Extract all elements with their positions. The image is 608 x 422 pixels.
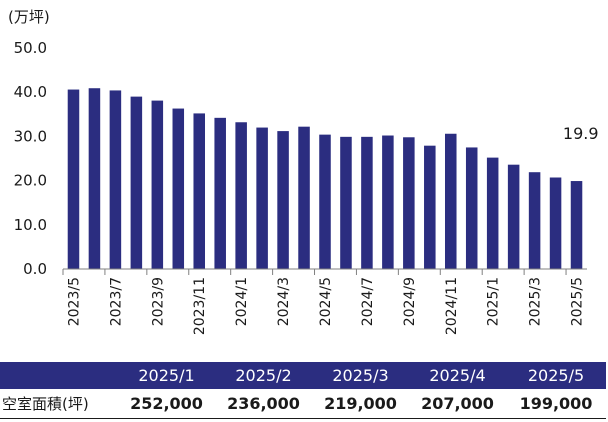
y-tick-label: 20.0 — [14, 172, 47, 190]
bar — [298, 126, 310, 270]
table-month-header: 2025/5 — [506, 362, 606, 389]
bar — [256, 127, 268, 269]
bar — [424, 145, 436, 269]
vacancy-area-table: 2025/1 2025/2 2025/3 2025/4 2025/5 空室面積(… — [0, 362, 606, 419]
vacancy-area-bar-chart: (万坪) 0.010.020.030.040.050.0 2023/5 2023/… — [8, 8, 599, 335]
table-value-cell: 199,000 — [506, 389, 606, 419]
bar — [507, 164, 520, 269]
bar — [193, 113, 206, 269]
bar — [570, 181, 583, 269]
x-tick-label: 2025/3 — [528, 277, 544, 326]
data-labels: 19.9 — [563, 124, 599, 143]
bar — [361, 136, 373, 269]
x-tick-label: 2024/5 — [318, 277, 334, 326]
table-value-cell: 252,000 — [118, 389, 215, 419]
x-axis — [62, 268, 587, 275]
bar — [67, 89, 80, 269]
table-row: 空室面積(坪) 252,000 236,000 219,000 207,000 … — [0, 389, 606, 419]
y-tick-label: 50.0 — [14, 39, 47, 57]
bar — [444, 133, 457, 269]
y-tick-label: 10.0 — [14, 216, 47, 234]
table-row-label: 空室面積(坪) — [0, 389, 118, 419]
x-tick-label: 2025/1 — [486, 277, 502, 326]
bar — [403, 137, 415, 269]
bar — [172, 108, 185, 269]
bar — [528, 172, 541, 269]
bar-series — [67, 88, 583, 270]
bar — [151, 100, 164, 270]
table-header-row: 2025/1 2025/2 2025/3 2025/4 2025/5 — [0, 362, 606, 389]
data-label: 19.9 — [563, 124, 599, 143]
bar — [277, 131, 289, 269]
table-month-header: 2025/4 — [409, 362, 506, 389]
y-tick-label: 30.0 — [14, 127, 47, 145]
x-tick-label: 2023/9 — [150, 277, 166, 326]
bar — [340, 136, 352, 269]
x-tick-label: 2023/5 — [66, 277, 82, 326]
bar — [109, 90, 122, 269]
x-axis-ticks: 2023/5 2023/7 2023/9 2023/11 2024/1 2024/3 202… — [66, 277, 585, 335]
x-tick-label: 2023/11 — [192, 277, 208, 335]
bar — [130, 96, 143, 270]
table-corner-cell — [0, 362, 118, 389]
table-value-cell: 236,000 — [215, 389, 312, 419]
x-tick-label: 2024/1 — [234, 277, 250, 326]
x-tick-label: 2023/7 — [108, 277, 124, 326]
x-tick-label: 2025/5 — [570, 277, 586, 326]
y-tick-label: 0.0 — [23, 260, 47, 278]
x-tick-label: 2024/7 — [360, 277, 376, 326]
bar — [465, 147, 478, 269]
bar — [235, 122, 247, 269]
bar — [549, 177, 562, 269]
table-month-header: 2025/3 — [312, 362, 409, 389]
y-axis-ticks: 0.0 10.0 20.0 30.0 40.0 50.0 — [14, 39, 47, 278]
bar — [486, 157, 499, 269]
table-month-header: 2025/2 — [215, 362, 312, 389]
x-tick-label: 2024/9 — [402, 277, 418, 326]
y-axis-unit-label: (万坪) — [8, 8, 50, 26]
y-tick-label: 40.0 — [14, 83, 47, 101]
table-month-header: 2025/1 — [118, 362, 215, 389]
table-value-cell: 207,000 — [409, 389, 506, 419]
bar — [214, 117, 226, 269]
bar — [382, 135, 394, 269]
table-value-cell: 219,000 — [312, 389, 409, 419]
bar — [88, 88, 101, 269]
x-tick-label: 2024/11 — [444, 277, 460, 335]
bar — [319, 134, 331, 269]
x-tick-label: 2024/3 — [276, 277, 292, 326]
